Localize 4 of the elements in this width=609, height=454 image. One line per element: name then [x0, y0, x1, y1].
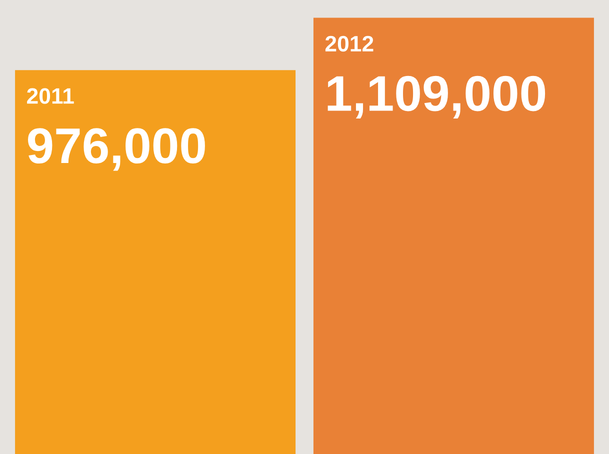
x-tick-label: 2012	[325, 36, 374, 52]
data-label: 1,109,000	[328, 76, 546, 118]
data-label: 976,000	[28, 128, 205, 171]
x-tick-label: 2011	[27, 88, 74, 104]
